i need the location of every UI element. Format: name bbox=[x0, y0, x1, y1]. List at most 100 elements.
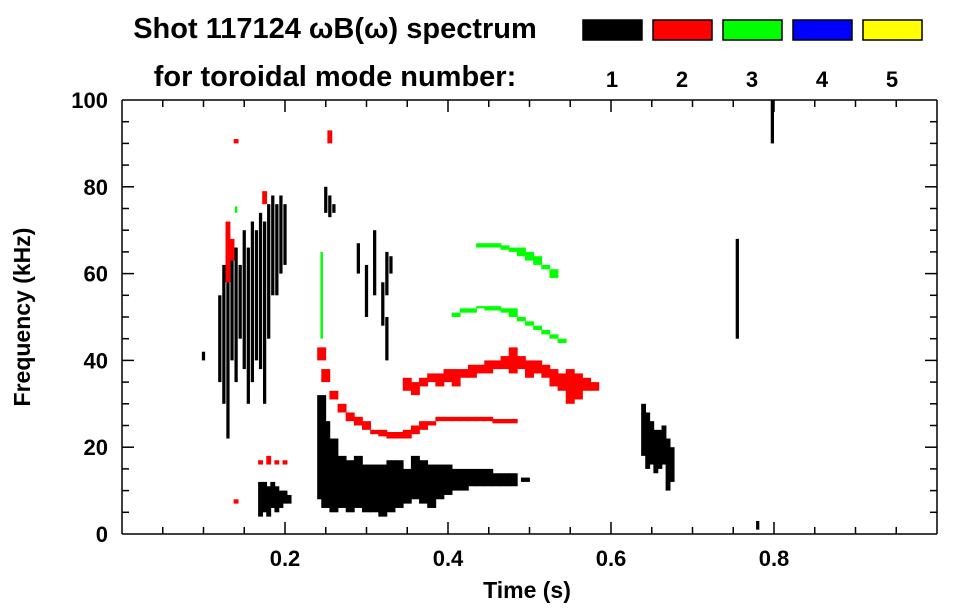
spectral-mark-mode-3 bbox=[541, 264, 551, 270]
spectral-mark-mode-2 bbox=[459, 416, 469, 422]
spectral-mark-mode-1 bbox=[283, 204, 287, 265]
spectral-mark-mode-3 bbox=[516, 317, 526, 322]
spectral-mark-mode-1 bbox=[345, 460, 355, 513]
x-tick-label: 0.2 bbox=[270, 546, 301, 571]
spectral-mark-mode-1 bbox=[324, 186, 328, 213]
spectral-mark-mode-1 bbox=[645, 412, 651, 469]
legend-label-mode-5: 5 bbox=[886, 67, 898, 92]
spectral-mark-mode-1 bbox=[484, 468, 494, 487]
spectral-mark-mode-3 bbox=[557, 338, 567, 344]
spectral-mark-mode-2 bbox=[492, 360, 502, 370]
spectral-mark-mode-1 bbox=[492, 473, 502, 487]
spectral-mark-mode-2 bbox=[370, 429, 380, 435]
spectral-mark-mode-2 bbox=[274, 460, 280, 465]
spectral-mark-mode-2 bbox=[378, 429, 388, 437]
y-tick-label: 100 bbox=[71, 88, 108, 113]
spectral-mark-mode-2 bbox=[476, 364, 486, 374]
spectral-mark-mode-2 bbox=[590, 382, 600, 391]
spectral-mark-mode-1 bbox=[332, 204, 336, 213]
spectral-mark-mode-2 bbox=[500, 418, 510, 424]
spectral-mark-mode-1 bbox=[328, 195, 332, 218]
spectral-mark-mode-1 bbox=[356, 243, 360, 274]
spectral-mark-mode-3 bbox=[516, 247, 526, 257]
legend-swatch-mode-1 bbox=[582, 19, 643, 41]
spectral-mark-mode-1 bbox=[271, 195, 275, 296]
spectral-mark-mode-2 bbox=[327, 130, 333, 144]
spectral-mark-mode-2 bbox=[321, 369, 331, 383]
y-tick-label: 40 bbox=[84, 348, 108, 373]
legend-label-mode-4: 4 bbox=[816, 67, 829, 92]
legend-swatch-mode-4 bbox=[792, 19, 853, 41]
spectral-mark-mode-1 bbox=[467, 468, 477, 487]
legend-title: for toroidal mode number: bbox=[154, 61, 517, 93]
spectral-mark-mode-3 bbox=[500, 245, 510, 250]
spectral-mark-mode-1 bbox=[230, 256, 234, 361]
spectral-mark-mode-1 bbox=[661, 425, 667, 465]
spectral-mark-mode-1 bbox=[270, 481, 276, 508]
spectral-mark-mode-1 bbox=[218, 295, 222, 383]
spectral-mark-mode-2 bbox=[225, 221, 231, 283]
legend: 1 2 3 4 5 bbox=[582, 19, 923, 92]
spectral-mark-mode-2 bbox=[565, 369, 575, 404]
spectral-mark-mode-2 bbox=[443, 416, 453, 422]
legend-label-mode-3: 3 bbox=[746, 67, 758, 92]
spectral-mark-mode-1 bbox=[222, 264, 226, 404]
spectral-mark-mode-2 bbox=[258, 460, 263, 465]
y-tick-label: 0 bbox=[96, 522, 108, 547]
spectral-mark-mode-2 bbox=[500, 356, 510, 370]
legend-swatch-mode-2 bbox=[652, 19, 713, 41]
spectral-mark-mode-1 bbox=[337, 455, 347, 508]
spectral-mark-mode-1 bbox=[364, 264, 369, 317]
spectral-mark-mode-2 bbox=[317, 347, 327, 361]
spectral-mark-mode-2 bbox=[484, 416, 494, 422]
spectral-mark-mode-2 bbox=[484, 360, 494, 374]
spectral-mark-mode-3 bbox=[451, 312, 461, 317]
spectral-mark-mode-3 bbox=[500, 308, 510, 313]
spectral-mark-mode-2 bbox=[282, 460, 288, 465]
spectral-mark-mode-2 bbox=[233, 139, 239, 144]
spectral-mark-mode-1 bbox=[254, 230, 259, 361]
spectral-mark-mode-1 bbox=[381, 282, 385, 326]
spectral-mark-mode-3 bbox=[476, 306, 486, 309]
spectral-mark-mode-1 bbox=[286, 494, 292, 504]
spectral-mark-mode-1 bbox=[267, 204, 271, 339]
y-tick-label: 60 bbox=[84, 262, 108, 287]
chart-title: Shot 117124 ωB(ω) spectrum bbox=[133, 13, 537, 45]
spectral-mark-mode-3 bbox=[484, 306, 494, 311]
spectral-mark-mode-3 bbox=[459, 308, 469, 313]
spectral-mark-mode-2 bbox=[386, 432, 396, 439]
spectral-mark-mode-2 bbox=[467, 416, 477, 422]
spectral-mark-mode-1 bbox=[451, 468, 461, 491]
x-tick-label: 0.4 bbox=[433, 546, 464, 571]
spectral-mark-mode-2 bbox=[345, 412, 355, 422]
spectral-mark-mode-1 bbox=[279, 195, 283, 274]
spectral-mark-mode-2 bbox=[508, 347, 518, 374]
spectral-mark-mode-2 bbox=[262, 191, 268, 205]
spectral-mark-mode-2 bbox=[508, 418, 518, 424]
spectral-mark-mode-1 bbox=[353, 455, 363, 508]
spectral-mark-mode-2 bbox=[476, 416, 486, 422]
spectral-mark-mode-3 bbox=[533, 256, 543, 265]
spectral-mark-mode-3 bbox=[525, 321, 534, 326]
spectral-mark-mode-2 bbox=[229, 238, 235, 261]
spectral-mark-mode-1 bbox=[262, 221, 267, 404]
spectral-mark-mode-1 bbox=[641, 403, 647, 456]
spectral-mark-mode-3 bbox=[234, 206, 238, 213]
spectral-mark-mode-1 bbox=[500, 473, 510, 487]
spectral-mark-mode-1 bbox=[250, 221, 255, 383]
spectral-mark-mode-1 bbox=[201, 351, 206, 361]
spectral-mark-mode-1 bbox=[520, 477, 530, 482]
spectral-mark-mode-1 bbox=[756, 520, 760, 530]
spectral-mark-mode-1 bbox=[258, 481, 263, 517]
spectral-mark-mode-1 bbox=[653, 429, 659, 474]
spectral-mark-mode-3 bbox=[492, 306, 502, 311]
spectral-mark-mode-2 bbox=[435, 416, 445, 422]
spectral-mark-mode-2 bbox=[525, 360, 534, 378]
spectral-mark-mode-1 bbox=[329, 438, 339, 513]
spectral-mark-mode-1 bbox=[266, 486, 272, 517]
spectral-mark-mode-1 bbox=[282, 490, 288, 504]
spectral-mark-mode-2 bbox=[402, 429, 412, 439]
spectral-mark-mode-1 bbox=[238, 264, 242, 339]
spectral-mark-mode-2 bbox=[337, 403, 347, 413]
